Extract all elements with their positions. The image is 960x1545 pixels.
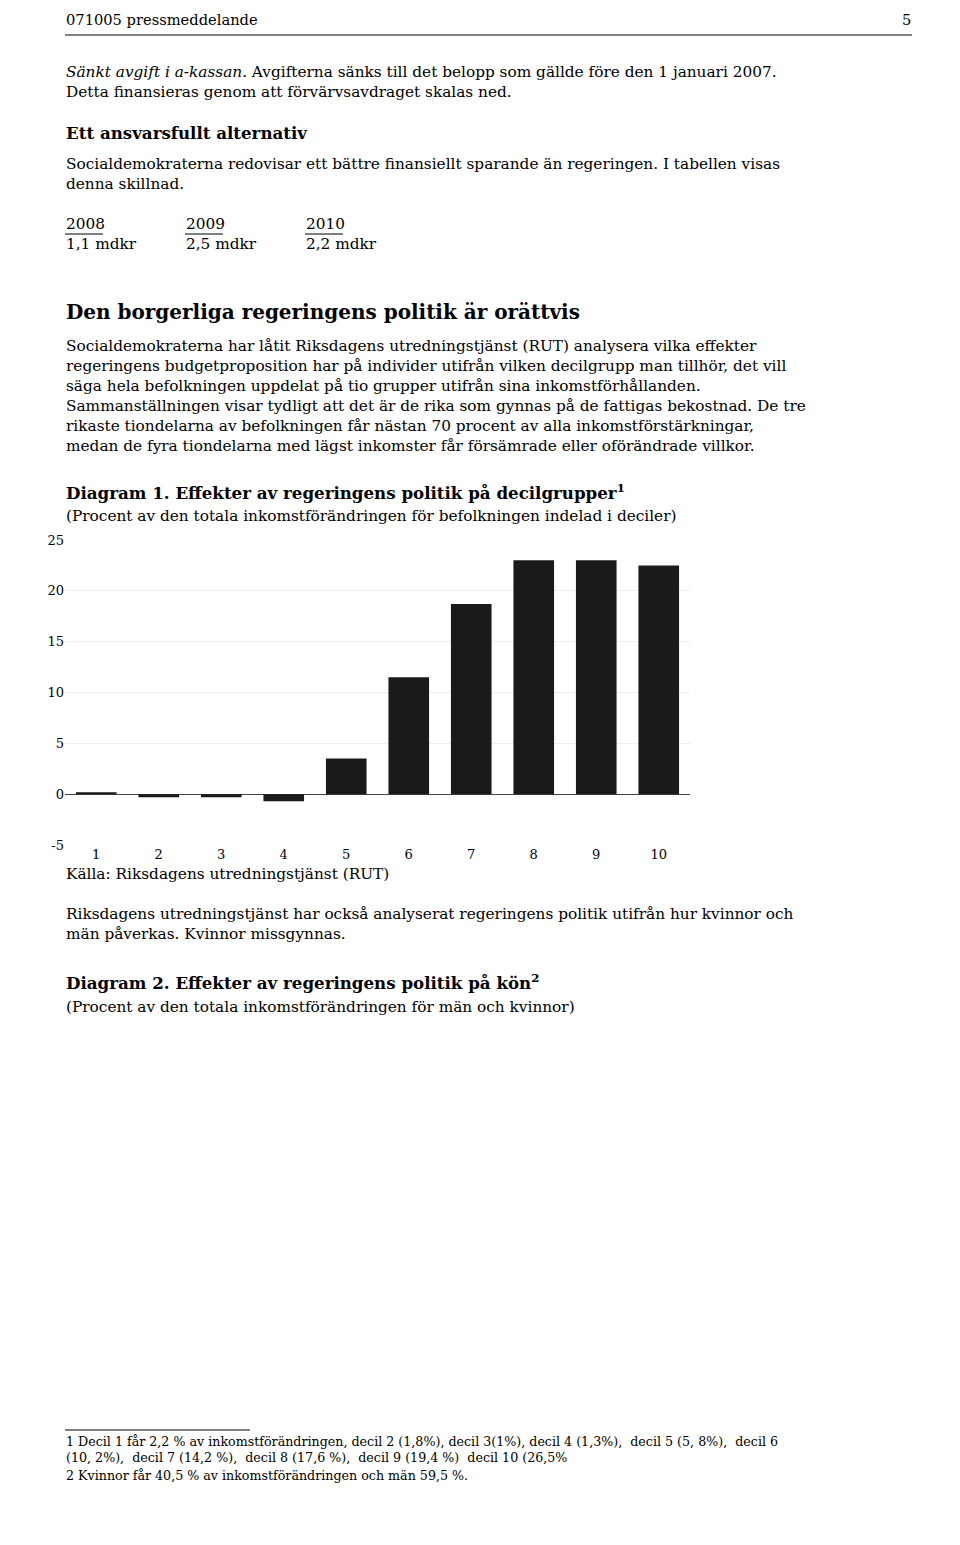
svg-text:Ett ansvarsfullt alternativ: Ett ansvarsfullt alternativ: [66, 123, 308, 143]
svg-text:8: 8: [530, 847, 538, 862]
svg-text:25: 25: [47, 533, 64, 548]
svg-text:1: 1: [92, 847, 100, 862]
svg-text:Sammanställningen visar tydlig: Sammanställningen visar tydligt att det …: [66, 397, 806, 415]
svg-text:(10, 2%), decil 7 (14,2 %),: (10, 2%), decil 7 (14,2 %), decil 8 (17,…: [66, 1450, 567, 1465]
svg-text:Socialdemokraterna har låtit R: Socialdemokraterna har låtit Riksdagens …: [66, 337, 757, 355]
svg-text:2 Kvinnor får 40,5 % av inkoms: 2 Kvinnor får 40,5 % av inkomstförändrin…: [66, 1468, 468, 1483]
svg-text:rikaste tiondelarna av befolkn: rikaste tiondelarna av befolkningen får …: [66, 417, 754, 435]
svg-text:(Procent av den totala inkomst: (Procent av den totala inkomstförändring…: [66, 998, 575, 1016]
svg-text:5: 5: [342, 847, 350, 862]
svg-text:2: 2: [155, 847, 163, 862]
svg-text:7: 7: [467, 847, 475, 862]
svg-text:Sänkt avgift i a-kassan. Avgif: Sänkt avgift i a-kassan. Avgifterna sänk…: [66, 63, 777, 81]
svg-text:Diagram 1. Effekter av regerin: Diagram 1. Effekter av regeringens polit…: [66, 481, 625, 503]
svg-text:Diagram 2. Effekter av regerin: Diagram 2. Effekter av regeringens polit…: [66, 971, 539, 993]
svg-text:2010: 2010: [306, 215, 345, 233]
svg-text:9: 9: [592, 847, 600, 862]
svg-text:071005 pressmeddelande: 071005 pressmeddelande: [66, 11, 258, 28]
svg-text:män påverkas. Kvinnor missgynn: män påverkas. Kvinnor missgynnas.: [66, 925, 346, 943]
svg-text:2009: 2009: [186, 215, 225, 233]
svg-text:Detta finansieras genom att fö: Detta finansieras genom att förvärvsavdr…: [66, 83, 512, 101]
svg-text:10: 10: [650, 847, 667, 862]
svg-text:1,1 mdkr: 1,1 mdkr: [66, 235, 137, 253]
svg-text:Socialdemokraterna redovisar e: Socialdemokraterna redovisar ett bättre …: [66, 155, 780, 173]
svg-text:Källa: Riksdagens utredningstj: Källa: Riksdagens utredningstjänst (RUT): [66, 865, 389, 883]
svg-text:10: 10: [47, 685, 64, 700]
svg-text:2,5 mdkr: 2,5 mdkr: [186, 235, 257, 253]
svg-text:Riksdagens utredningstjänst ha: Riksdagens utredningstjänst har också an…: [66, 905, 794, 923]
svg-text:6: 6: [405, 847, 413, 862]
svg-text:5: 5: [902, 11, 911, 28]
svg-text:1 Decil 1 får 2,2 % av inkomst: 1 Decil 1 får 2,2 % av inkomstförändring…: [66, 1434, 778, 1449]
svg-text:15: 15: [47, 634, 64, 649]
svg-text:4: 4: [280, 847, 288, 862]
svg-text:Den borgerliga regeringens pol: Den borgerliga regeringens politik är or…: [66, 300, 580, 324]
svg-text:(Procent av den totala inkomst: (Procent av den totala inkomstförändring…: [66, 507, 676, 525]
svg-text:medan de fyra tiondelarna med: medan de fyra tiondelarna med lägst inko…: [66, 437, 755, 455]
svg-text:säga hela befolkningen uppdela: säga hela befolkningen uppdelat på tio g…: [66, 377, 701, 395]
svg-text:20: 20: [47, 583, 64, 598]
svg-text:-5: -5: [51, 838, 64, 853]
svg-text:2008: 2008: [66, 215, 105, 233]
svg-text:2,2 mdkr: 2,2 mdkr: [306, 235, 377, 253]
svg-text:5: 5: [56, 736, 64, 751]
svg-text:3: 3: [217, 847, 225, 862]
svg-text:regeringens budgetproposition: regeringens budgetproposition har på ind…: [66, 357, 786, 375]
svg-text:0: 0: [56, 787, 64, 802]
svg-text:denna skillnad.: denna skillnad.: [66, 175, 184, 193]
